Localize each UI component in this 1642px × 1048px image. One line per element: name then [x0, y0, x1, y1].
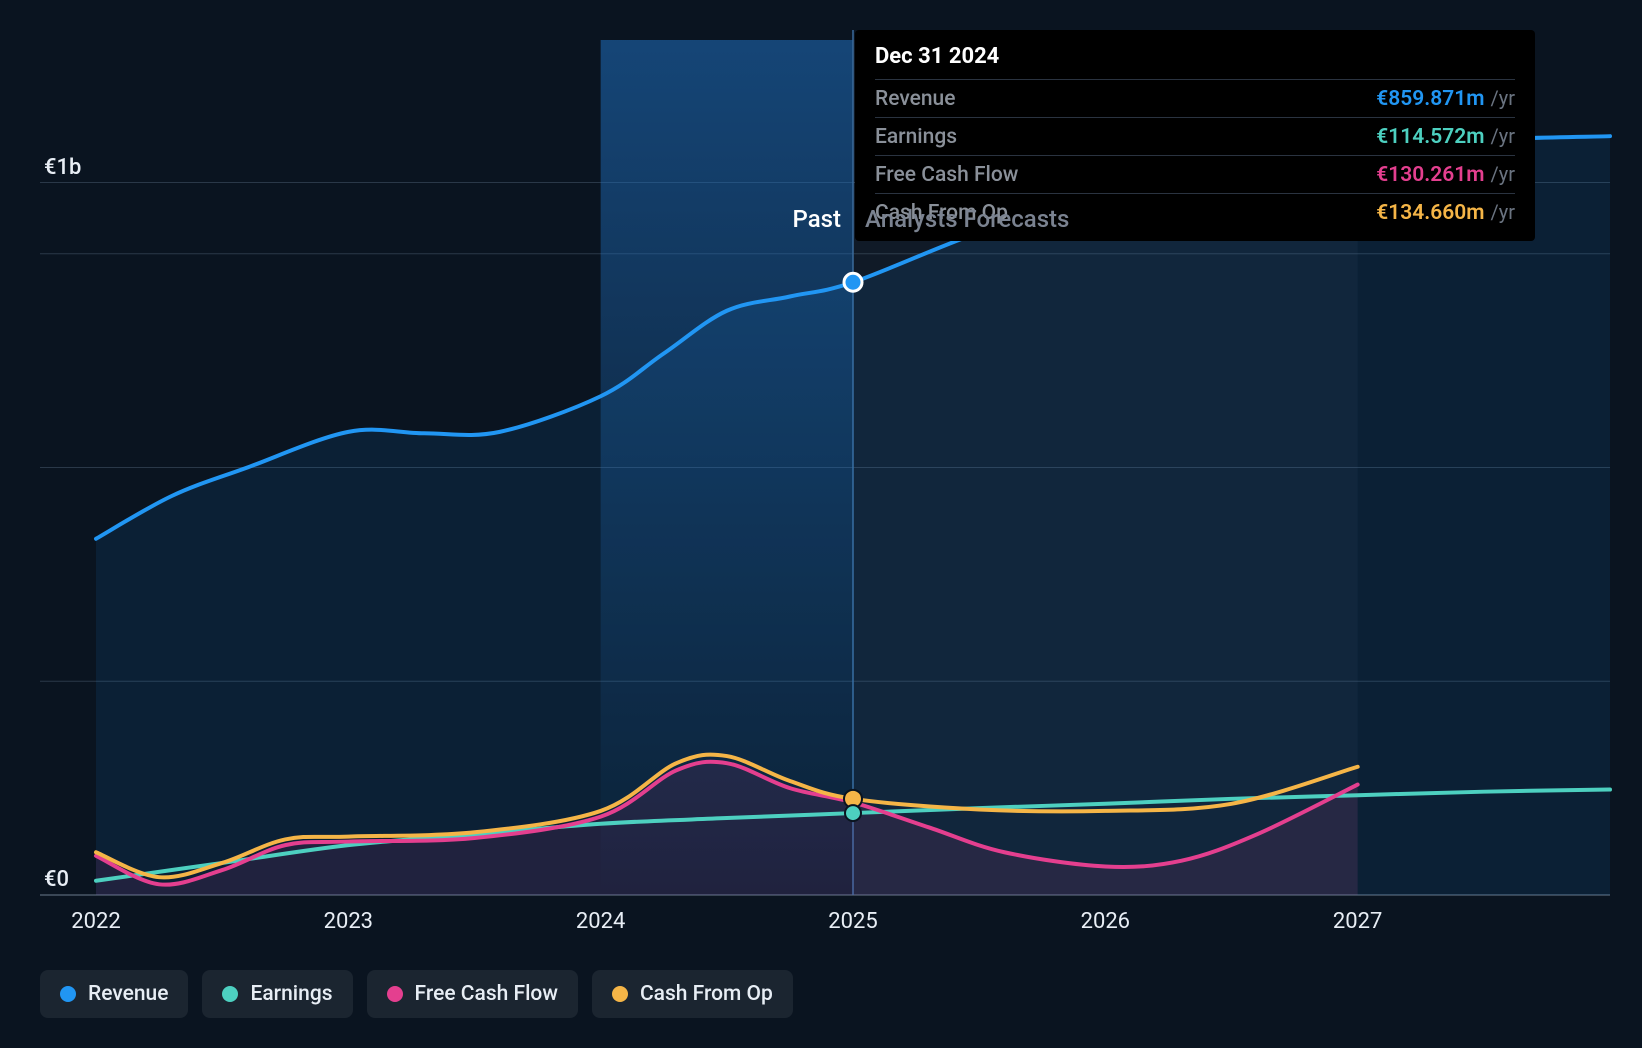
legend-label: Earnings	[250, 982, 332, 1006]
x-axis-label: 2026	[1081, 909, 1130, 934]
chart-legend: Revenue Earnings Free Cash Flow Cash From O…	[40, 970, 793, 1018]
tooltip-row-value: €130.261m	[1376, 163, 1484, 187]
legend-label: Cash From Op	[640, 982, 773, 1006]
legend-dot-icon	[222, 986, 238, 1002]
tooltip-row-label: Earnings	[875, 125, 957, 149]
tooltip-row-value-wrap: €134.660m/yr	[1376, 200, 1515, 225]
y-axis-label: €1b	[44, 155, 81, 180]
legend-item-fcf[interactable]: Free Cash Flow	[367, 970, 578, 1018]
section-label-forecast: Analysts Forecasts	[865, 205, 1069, 233]
legend-dot-icon	[387, 986, 403, 1002]
tooltip-row: Revenue €859.871m/yr	[875, 79, 1515, 117]
tooltip-row-label: Revenue	[875, 87, 955, 111]
legend-label: Revenue	[88, 982, 168, 1006]
tooltip-row-unit: /yr	[1491, 86, 1516, 110]
legend-item-earnings[interactable]: Earnings	[202, 970, 352, 1018]
legend-item-revenue[interactable]: Revenue	[40, 970, 188, 1018]
tooltip-row-value: €114.572m	[1376, 125, 1484, 149]
x-axis-label: 2022	[71, 909, 120, 934]
tooltip-row: Free Cash Flow €130.261m/yr	[875, 155, 1515, 193]
legend-dot-icon	[612, 986, 628, 1002]
x-axis-label: 2024	[576, 909, 625, 934]
tooltip-row-label: Free Cash Flow	[875, 163, 1018, 187]
tooltip-row: Earnings €114.572m/yr	[875, 117, 1515, 155]
section-label-past: Past	[793, 205, 841, 233]
tooltip-date: Dec 31 2024	[875, 44, 1515, 79]
tooltip-row-value: €859.871m	[1376, 87, 1484, 111]
legend-dot-icon	[60, 986, 76, 1002]
legend-label: Free Cash Flow	[415, 982, 558, 1006]
tooltip-row-unit: /yr	[1491, 200, 1516, 224]
x-axis-label: 2027	[1333, 909, 1382, 934]
legend-item-cfo[interactable]: Cash From Op	[592, 970, 793, 1018]
tooltip-row-value-wrap: €130.261m/yr	[1376, 162, 1515, 187]
y-axis-label: €0	[44, 867, 69, 892]
x-axis-label: 2023	[324, 909, 373, 934]
financials-chart: Dec 31 2024 Revenue €859.871m/yr Earnings €…	[0, 0, 1642, 1048]
tooltip-row-value-wrap: €859.871m/yr	[1376, 86, 1515, 111]
tooltip-row-unit: /yr	[1491, 162, 1516, 186]
tooltip-row-value: €134.660m	[1376, 201, 1484, 225]
x-axis-label: 2025	[828, 909, 877, 934]
tooltip-row-value-wrap: €114.572m/yr	[1376, 124, 1515, 149]
tooltip-row-unit: /yr	[1491, 124, 1516, 148]
